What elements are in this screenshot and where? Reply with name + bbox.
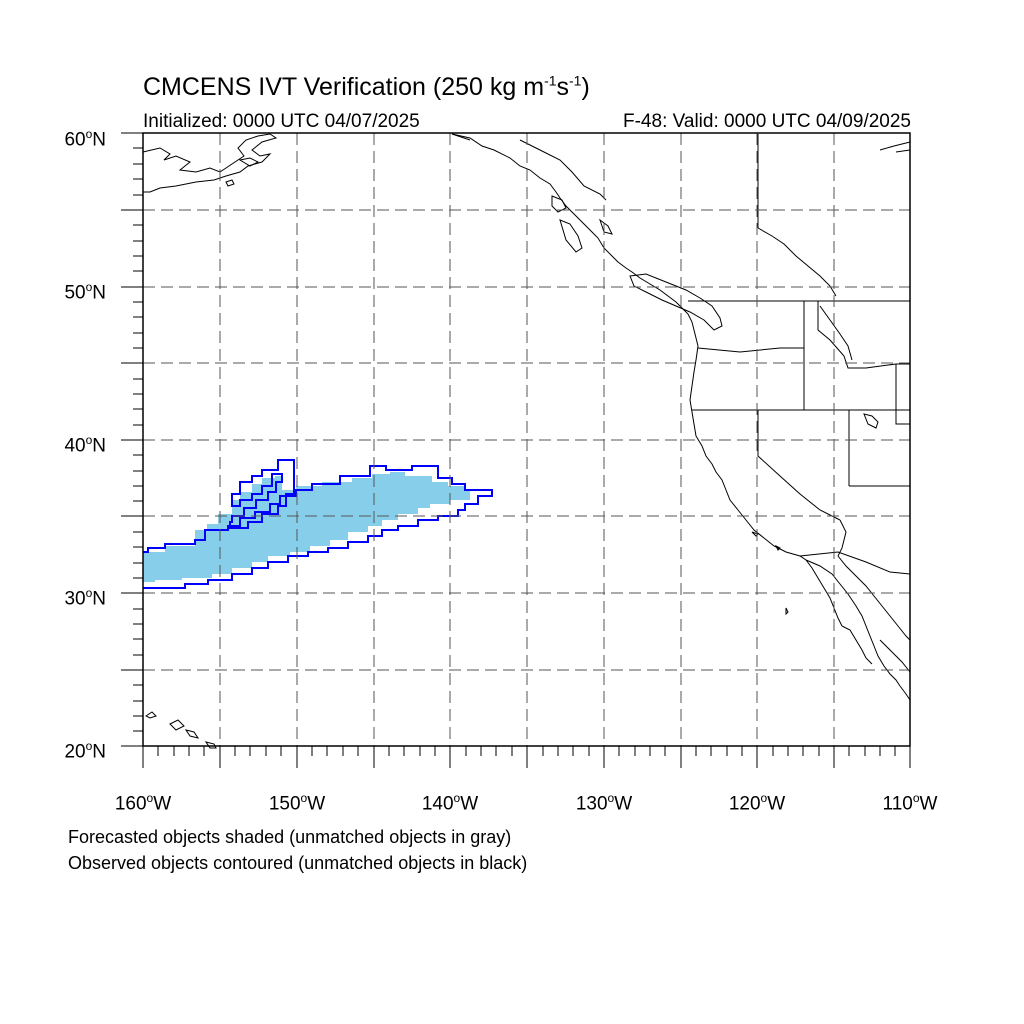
- lon-label-140w: 140oW: [421, 791, 479, 815]
- legend-note-observed: Observed objects contoured (unmatched ob…: [68, 853, 528, 873]
- observed-object-contours: [143, 459, 493, 589]
- chart-title: CMCENS IVT Verification (250 kg m-1s-1): [143, 72, 590, 101]
- coastlines: [142, 133, 911, 749]
- forecast-object-shaded: [143, 472, 470, 582]
- lon-label-130w: 130oW: [575, 791, 633, 815]
- observed-contour-branch: [229, 459, 295, 529]
- lat-label-30: 30oN: [64, 586, 106, 610]
- graticule: [143, 133, 910, 746]
- valid-time: F-48: Valid: 0000 UTC 04/09/2025: [623, 111, 911, 132]
- lon-label-150w: 150oW: [268, 791, 326, 815]
- axis-ticks: [121, 132, 911, 768]
- lat-label-20: 20oN: [64, 739, 106, 763]
- lat-label-50: 50oN: [64, 280, 106, 304]
- observed-contour-main: [143, 465, 493, 589]
- lat-label-40: 40oN: [64, 433, 106, 457]
- lat-label-60: 60oN: [64, 127, 106, 151]
- political-boundaries: [451, 133, 911, 575]
- lon-label-110w: 110oW: [882, 791, 938, 815]
- lon-label-160w: 160oW: [114, 791, 172, 815]
- lon-label-120w: 120oW: [728, 791, 786, 815]
- legend-note-forecast: Forecasted objects shaded (unmatched obj…: [68, 827, 512, 847]
- initialized-time: Initialized: 0000 UTC 04/07/2025: [143, 111, 420, 132]
